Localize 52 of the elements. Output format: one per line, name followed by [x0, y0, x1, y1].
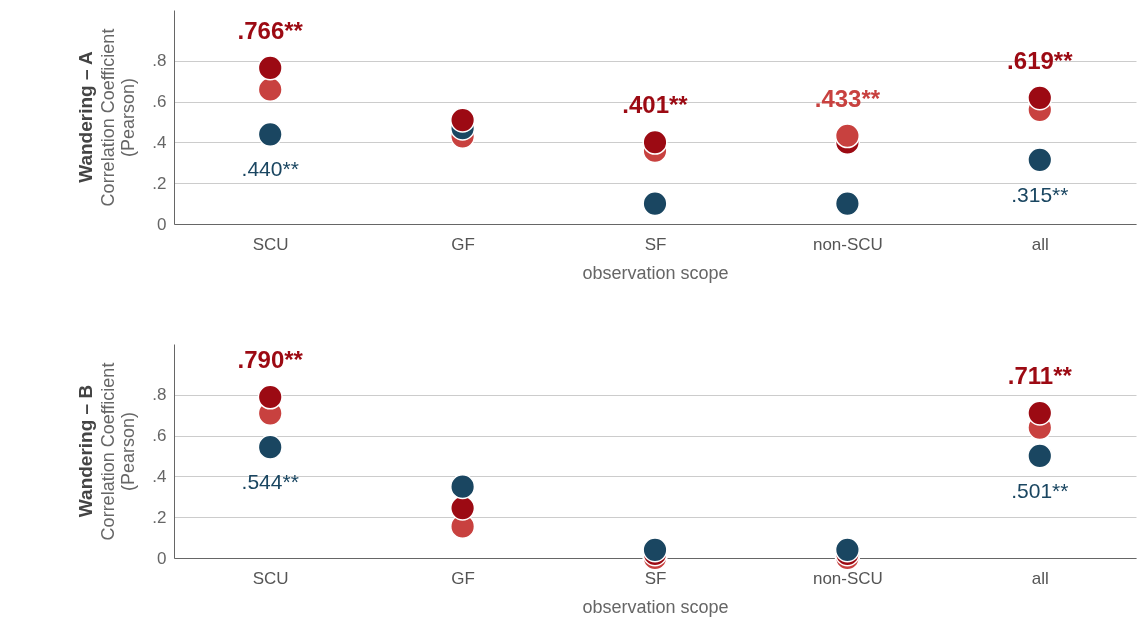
x-tick-label: non-SCU	[812, 568, 883, 588]
text: Wandering – B	[74, 384, 96, 518]
x-tick-label: non-SCU	[812, 234, 883, 254]
text: Wandering – A	[74, 50, 96, 183]
data-label: .619**	[1007, 46, 1074, 74]
y-tick-label: .4	[152, 466, 167, 486]
point	[257, 76, 283, 103]
y-tick-label: .4	[152, 132, 167, 152]
y-axis-title: Correlation Coefficient (Pearson)	[98, 362, 139, 541]
x-axis-title: observation scope	[582, 596, 729, 617]
point	[257, 434, 283, 460]
y-axis-title: Correlation Coefficient (Pearson)	[98, 28, 139, 207]
point	[450, 107, 476, 133]
point	[1027, 85, 1053, 111]
x-tick-label: all	[1031, 568, 1049, 588]
point	[1027, 400, 1053, 426]
x-tick-label: SF	[644, 568, 667, 588]
data-label: .501**	[1011, 478, 1069, 502]
point	[257, 55, 283, 81]
data-label: .711**	[1007, 362, 1073, 390]
y-tick-label: 0	[157, 214, 167, 234]
point	[450, 474, 476, 500]
point	[642, 129, 668, 155]
x-tick-label: SCU	[252, 234, 289, 254]
x-tick-label: all	[1031, 234, 1049, 254]
data-label: .401**	[622, 91, 689, 119]
x-tick-label: SF	[644, 234, 667, 254]
y-tick-label: 0	[157, 548, 167, 568]
point	[1027, 147, 1053, 173]
x-axis-title: observation scope	[582, 262, 729, 283]
x-tick-label: GF	[451, 234, 475, 254]
point	[450, 495, 476, 521]
point	[257, 384, 283, 410]
y-tick-label: .8	[152, 51, 167, 71]
point	[1027, 443, 1053, 469]
data-label: .433**	[814, 84, 881, 112]
y-tick-label: .2	[152, 507, 167, 527]
point	[257, 121, 283, 147]
data-label: .766**	[237, 16, 304, 44]
data-label: .544**	[241, 470, 299, 494]
y-tick-label: .6	[152, 426, 167, 446]
x-tick-label: SCU	[252, 568, 289, 588]
y-tick-label: .2	[152, 173, 167, 193]
data-label: .790**	[237, 345, 304, 373]
point	[834, 123, 860, 149]
point	[834, 191, 860, 217]
data-label: .315**	[1011, 182, 1069, 206]
point	[642, 191, 668, 217]
x-tick-label: GF	[451, 568, 475, 588]
y-tick-label: .8	[152, 385, 167, 405]
data-label: .440**	[241, 157, 299, 181]
y-tick-label: .6	[152, 92, 167, 112]
